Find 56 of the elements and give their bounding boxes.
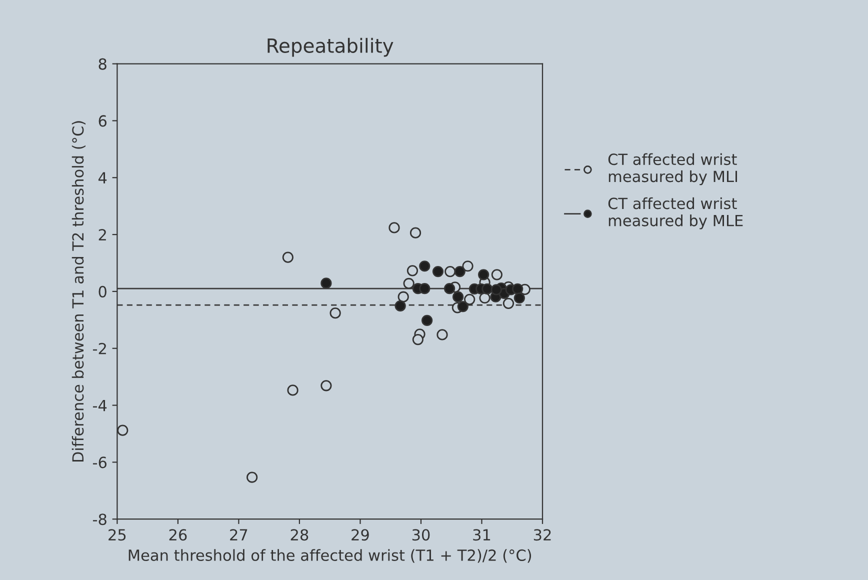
point	[432, 266, 444, 278]
point	[394, 300, 406, 312]
point	[410, 227, 422, 238]
point	[464, 294, 476, 305]
point	[454, 266, 466, 278]
y-tick-label: -2	[92, 342, 106, 354]
point	[422, 314, 433, 326]
chart-title: Repeatability	[268, 38, 394, 57]
point	[436, 329, 448, 340]
legend-label: CT affected wrist measured by MLI	[608, 153, 738, 186]
point	[403, 278, 414, 290]
point	[388, 222, 400, 234]
point	[320, 278, 332, 289]
point	[462, 260, 474, 272]
point	[419, 283, 430, 294]
x-tick-label: 30	[412, 529, 430, 541]
point	[502, 298, 514, 309]
point	[398, 291, 409, 302]
point	[246, 472, 258, 483]
point	[479, 292, 490, 304]
point	[419, 260, 430, 272]
point	[412, 334, 424, 346]
point	[287, 384, 298, 396]
point	[444, 266, 456, 278]
point	[330, 308, 341, 319]
point	[478, 269, 490, 280]
legend-label: CT affected wrist measured by MLE	[608, 197, 743, 230]
point	[491, 269, 502, 280]
point	[512, 283, 524, 294]
point	[117, 424, 128, 436]
y-tick-label: -6	[92, 456, 106, 468]
point	[514, 292, 525, 304]
y-tick-label: 0	[98, 286, 106, 298]
point	[457, 300, 468, 312]
point	[482, 283, 493, 294]
point	[444, 283, 456, 294]
y-tick-label: 4	[98, 172, 107, 184]
x-tick-label: 26	[169, 529, 187, 541]
x-tick-label: 27	[230, 529, 248, 540]
y-axis-title: Difference between T1 and T2 threshold (°C)	[72, 121, 86, 462]
point	[490, 284, 502, 296]
point	[406, 265, 418, 276]
y-tick-label: 8	[98, 58, 106, 70]
point	[282, 252, 294, 263]
point	[320, 380, 332, 392]
x-tick-label: 25	[108, 529, 126, 541]
x-tick-label: 29	[352, 529, 369, 541]
y-tick-label: -4	[92, 400, 107, 412]
y-tick-label: -8	[92, 514, 106, 526]
x-tick-label: 31	[473, 529, 490, 541]
point	[452, 291, 464, 302]
x-tick-label: 28	[290, 529, 308, 541]
y-tick-label: 6	[98, 115, 106, 127]
x-axis-title: Mean threshold of the affected wrist (T1 + T2)/2 (°C)	[128, 549, 532, 563]
x-tick-label: 32	[534, 529, 551, 541]
y-tick-label: 2	[98, 229, 106, 240]
